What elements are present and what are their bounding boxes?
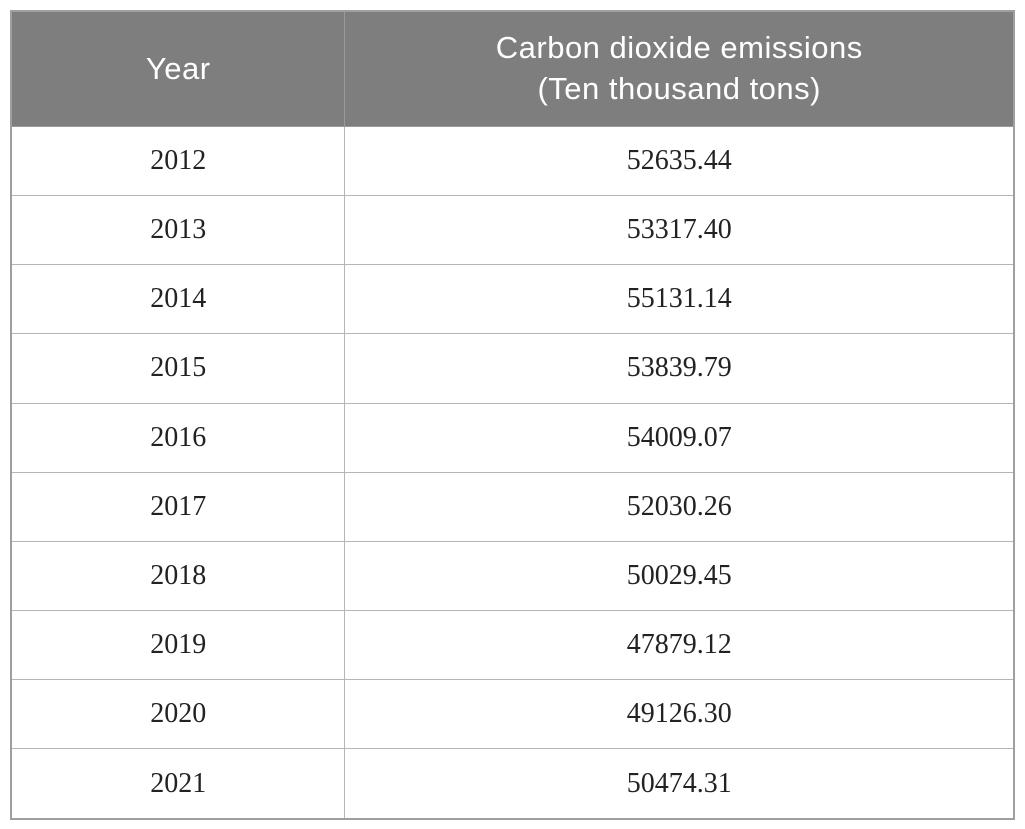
year-cell: 2021	[10, 748, 346, 820]
year-cell: 2020	[10, 679, 346, 750]
year-cell: 2017	[10, 471, 346, 542]
emissions-cell: 50029.45	[344, 540, 1015, 611]
column-header-emissions: Carbon dioxide emissions (Ten thousand t…	[344, 10, 1015, 127]
emissions-cell: 54009.07	[344, 402, 1015, 473]
emissions-cell: 53317.40	[344, 195, 1015, 266]
column-header-emissions-line2: (Ten thousand tons)	[537, 71, 821, 106]
emissions-cell: 53839.79	[344, 333, 1015, 404]
emissions-cell: 52030.26	[344, 471, 1015, 542]
emissions-cell: 47879.12	[344, 609, 1015, 681]
column-header-emissions-line1: Carbon dioxide emissions	[495, 30, 863, 66]
table-row: 2021 50474.31	[10, 748, 1015, 820]
year-cell: 2012	[10, 125, 346, 197]
year-cell: 2015	[10, 333, 346, 404]
emissions-cell: 55131.14	[344, 264, 1015, 335]
table-row: 2013 53317.40	[10, 195, 1015, 266]
year-cell: 2016	[10, 402, 346, 473]
year-cell: 2018	[10, 540, 346, 611]
year-cell: 2013	[10, 195, 346, 266]
emissions-cell: 50474.31	[344, 748, 1015, 820]
emissions-table: Year Carbon dioxide emissions (Ten thous…	[10, 10, 1015, 820]
emissions-cell: 52635.44	[344, 125, 1015, 197]
table-row: 2012 52635.44	[10, 125, 1015, 197]
emissions-cell: 49126.30	[344, 679, 1015, 750]
header-row: Year Carbon dioxide emissions (Ten thous…	[10, 10, 1015, 127]
year-cell: 2019	[10, 609, 346, 681]
table-row: 2018 50029.45	[10, 540, 1015, 611]
table-row: 2014 55131.14	[10, 264, 1015, 335]
column-header-year: Year	[10, 10, 346, 127]
table-row: 2020 49126.30	[10, 679, 1015, 750]
year-cell: 2014	[10, 264, 346, 335]
table-body: 2012 52635.44 2013 53317.40 2014 55131.14 2015…	[10, 125, 1015, 820]
column-header-year-label: Year	[145, 50, 211, 86]
table-row: 2019 47879.12	[10, 609, 1015, 681]
table-row: 2016 54009.07	[10, 402, 1015, 473]
table-row: 2015 53839.79	[10, 333, 1015, 404]
table-row: 2017 52030.26	[10, 471, 1015, 542]
